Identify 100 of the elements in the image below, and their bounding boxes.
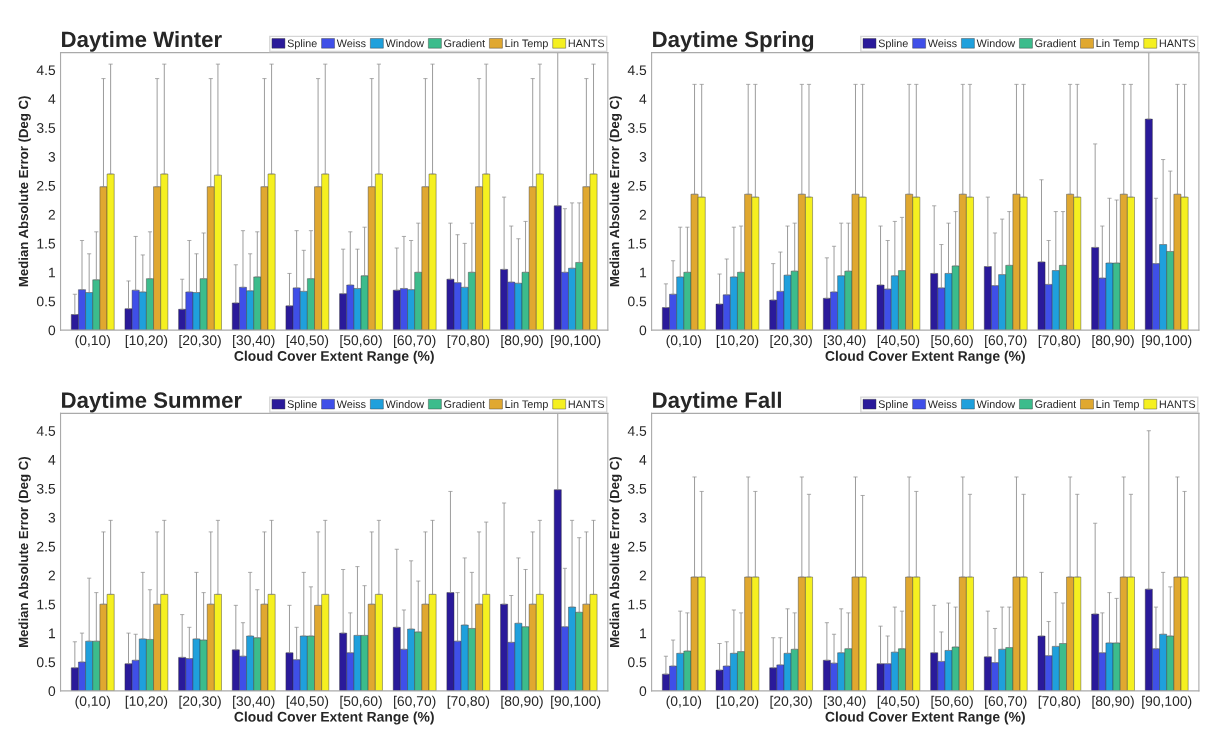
y-tick-label: 2 [639,570,647,581]
legend-label: HANTS [568,39,605,48]
legend-label: Weiss [927,39,957,48]
x-tick-label: [10,20) [125,695,168,709]
y-tick-label: 3 [48,512,56,523]
x-axis-title: Cloud Cover Extent Range (%) [825,711,1025,725]
y-tick-label: 0 [48,325,56,336]
y-tick-label: 0.5 [36,657,56,668]
y-tick-label: 2.5 [37,541,56,552]
legend-label: HANTS [1159,39,1196,48]
y-tick-label: 0.5 [627,657,647,668]
y-tick-label: 3.5 [36,483,56,494]
y-tick-label: 2 [639,209,647,220]
y-tick-label: 4.5 [627,65,647,76]
x-tick-label: [80,90) [501,334,543,348]
x-tick-label: (0,10) [75,334,111,348]
legend-label: Window [385,39,425,48]
y-axis-title: Median Absolute Error (Deg C) [18,457,31,648]
legend-label: Weiss [336,400,366,408]
x-tick-label: (0,10) [666,334,702,348]
legend-label: HANTS [568,400,605,408]
y-tick-label: 4.5 [36,426,56,436]
y-tick-label: 1 [49,267,56,278]
y-tick-label: 2.5 [37,180,56,191]
x-tick-label: [10,20) [716,695,759,709]
chart-title: Daytime Fall [653,391,781,413]
x-tick-label: [40,50) [877,695,920,709]
y-tick-label: 0 [639,325,647,336]
legend-label: Weiss [336,39,366,48]
chart-title: Daytime Winter [62,30,222,52]
y-tick-label: 4.5 [36,65,56,76]
x-tick-label: (0,10) [666,695,702,709]
legend-label: Gradient [444,39,486,48]
x-tick-label: [70,80) [447,334,490,348]
y-tick-label: 4.5 [627,426,647,436]
legend-label: Weiss [927,400,957,408]
y-tick-label: 1.5 [37,238,56,249]
x-tick-label: (0,10) [75,695,111,709]
y-tick-label: 4 [639,94,647,104]
legend-label: HANTS [1159,400,1196,408]
y-tick-label: 1 [49,628,56,639]
x-tick-label: [90,100) [1142,695,1192,709]
x-tick-label: [20,30) [770,334,812,348]
y-tick-label: 1.5 [37,599,56,610]
x-tick-label: [90,100) [551,695,601,709]
chart-title: Daytime Summer [62,391,242,413]
y-tick-label: 3 [639,151,647,162]
legend-label: Spline [878,39,908,50]
legend-label: Lin Temp [505,39,548,50]
legend-label: Window [976,39,1016,48]
y-axis-title: Median Absolute Error (Deg C) [18,96,31,287]
x-tick-label: [30,40) [824,695,866,709]
x-tick-label: [50,60) [931,695,973,709]
x-tick-label: [70,80) [447,695,490,709]
x-tick-label: [30,40) [824,334,866,348]
x-tick-label: [60,70) [394,334,436,348]
x-axis-title: Cloud Cover Extent Range (%) [234,711,434,725]
x-tick-label: [30,40) [233,695,275,709]
y-tick-label: 1 [640,267,647,278]
legend-label: Lin Temp [1096,400,1139,411]
y-tick-label: 0.5 [36,296,56,307]
chart-title: Daytime Spring [653,30,814,52]
x-tick-label: [70,80) [1038,695,1081,709]
y-tick-label: 2 [48,209,55,220]
x-axis-title: Cloud Cover Extent Range (%) [825,350,1025,364]
y-tick-label: 3 [48,151,56,162]
x-tick-label: [40,50) [286,695,329,709]
legend-label: Spline [287,39,317,50]
y-axis-title: Median Absolute Error (Deg C) [609,96,622,287]
x-tick-label: [60,70) [985,695,1027,709]
legend-label: Lin Temp [505,400,548,411]
y-tick-label: 0 [48,686,56,697]
legend-label: Lin Temp [1096,39,1139,50]
y-tick-label: 3.5 [627,123,647,133]
x-tick-label: [80,90) [501,695,543,709]
x-tick-label: [60,70) [985,334,1027,348]
x-tick-label: [30,40) [233,334,275,348]
legend-label: Gradient [1035,39,1077,48]
y-tick-label: 4 [48,94,56,104]
x-tick-label: [50,60) [340,334,382,348]
y-tick-label: 3.5 [627,483,647,494]
y-tick-label: 2.5 [628,541,647,552]
legend-label: Gradient [444,400,486,408]
x-tick-label: [20,30) [179,695,221,709]
x-tick-label: [90,100) [551,334,601,348]
x-tick-label: [80,90) [1092,334,1134,348]
x-tick-label: [90,100) [1142,334,1192,348]
x-tick-label: [70,80) [1038,334,1081,348]
legend-label: Spline [287,400,317,411]
y-tick-label: 0.5 [627,296,647,307]
legend-label: Gradient [1035,400,1077,408]
y-axis-title: Median Absolute Error (Deg C) [609,457,622,648]
x-tick-label: [20,30) [770,695,812,709]
legend-label: Window [385,400,425,408]
y-tick-label: 4 [48,455,56,465]
y-tick-label: 3 [639,512,647,523]
x-tick-label: [80,90) [1092,695,1134,709]
x-tick-label: [50,60) [931,334,973,348]
x-tick-label: [10,20) [125,334,168,348]
legend-label: Window [976,400,1016,408]
